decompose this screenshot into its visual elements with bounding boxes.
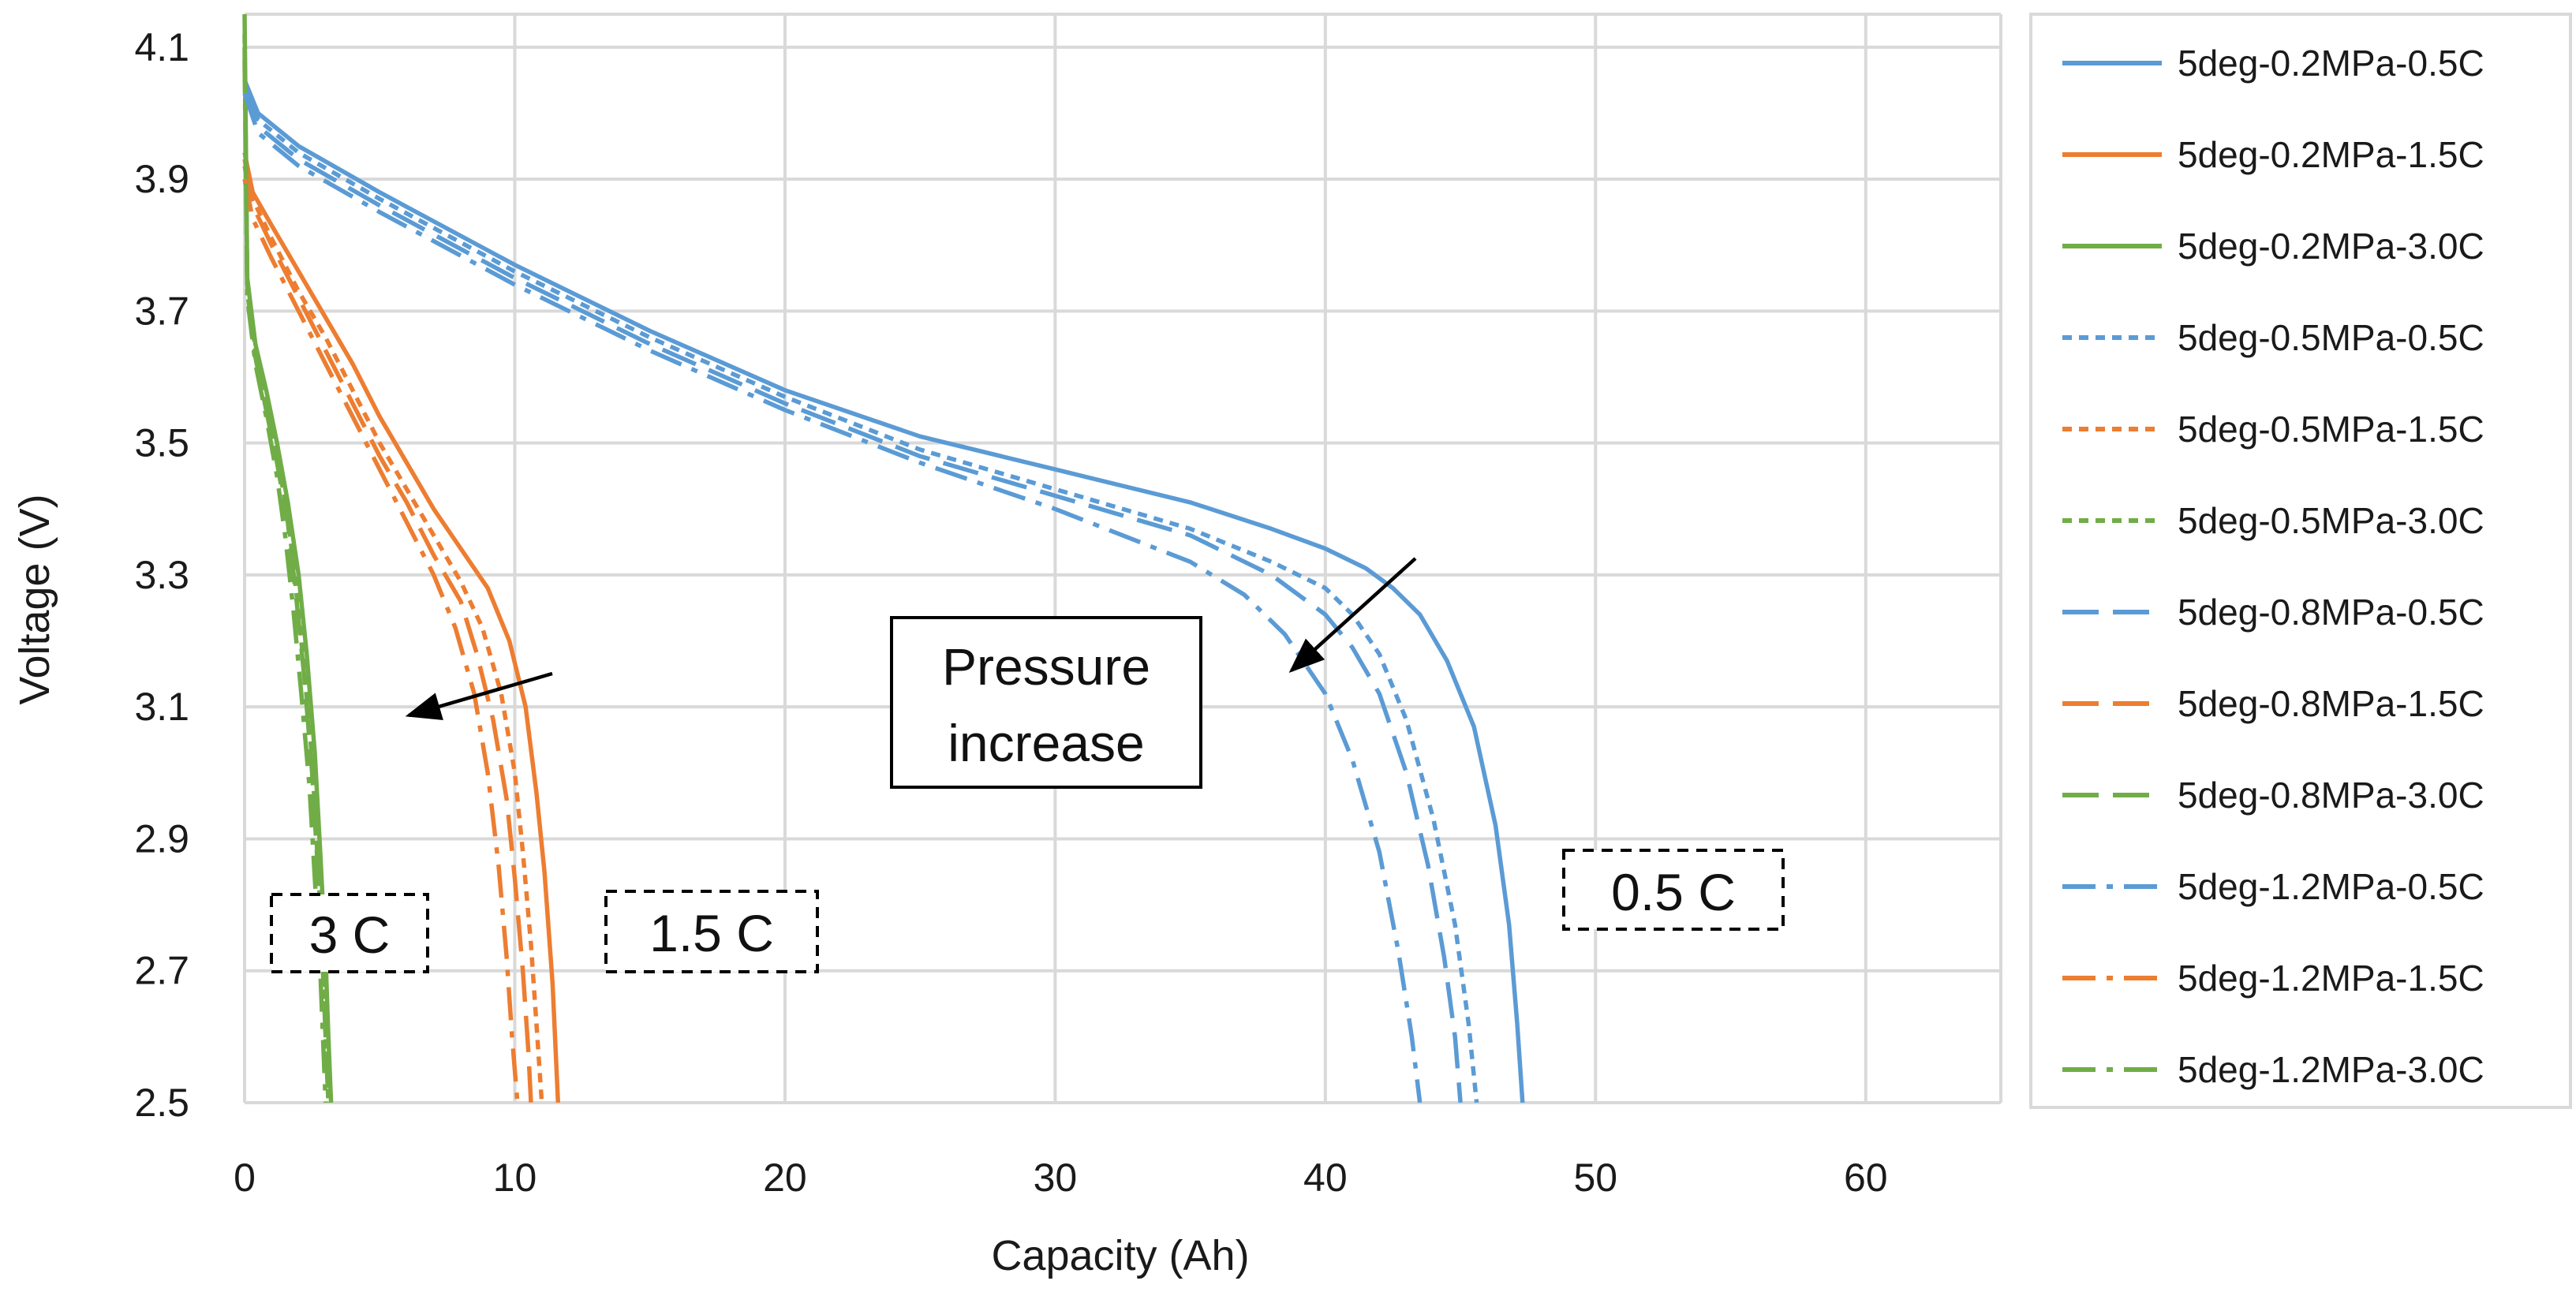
legend-label: 5deg-0.2MPa-1.5C [2178,134,2484,175]
series-layer [242,14,1525,1103]
rate-3c-label: 3 C [309,906,391,964]
series-line-5deg-0.2MPa-0.5C [242,79,1525,1103]
x-tick-label: 10 [493,1156,537,1200]
x-tick-label: 30 [1034,1156,1078,1200]
y-tick-label: 2.9 [134,816,189,861]
x-axis-title: Capacity (Ah) [991,1232,1249,1279]
legend-label: 5deg-1.2MPa-3.0C [2178,1049,2484,1090]
legend: 5deg-0.2MPa-0.5C 5deg-0.2MPa-1.5C 5deg-0.2… [2062,43,2484,1090]
y-tick-label: 3.7 [134,289,189,333]
series-line-5deg-0.5MPa-1.5C [242,159,544,1103]
y-tick-label: 2.5 [134,1081,189,1125]
y-tick-label: 3.1 [134,685,189,729]
series-line-5deg-1.2MPa-1.5C [242,178,520,1103]
x-tick-label: 40 [1303,1156,1348,1200]
legend-label: 5deg-0.2MPa-0.5C [2178,43,2484,84]
legend-label: 5deg-0.5MPa-3.0C [2178,500,2484,541]
series-line-5deg-1.2MPa-0.5C [242,92,1423,1103]
series-line-5deg-0.2MPa-1.5C [242,152,561,1103]
y-axis-title: Voltage (V) [11,494,58,704]
pressure-arrow-left [405,671,553,720]
x-axis-ticks: 0 10 20 30 40 50 60 [234,1156,1887,1200]
rate-05c-label: 0.5 C [1611,863,1736,921]
legend-label: 5deg-0.8MPa-0.5C [2178,592,2484,633]
y-tick-label: 3.3 [134,553,189,597]
legend-label: 5deg-1.2MPa-1.5C [2178,958,2484,999]
series-group [242,14,1525,1103]
x-tick-label: 20 [763,1156,807,1200]
legend-label: 5deg-0.2MPa-3.0C [2178,226,2484,267]
legend-label: 5deg-1.2MPa-0.5C [2178,866,2484,907]
x-tick-label: 0 [234,1156,256,1200]
y-tick-label: 4.1 [134,25,189,69]
legend-label: 5deg-0.8MPa-3.0C [2178,775,2484,816]
series-line-5deg-0.8MPa-1.5C [242,165,533,1103]
rate-3c-box [270,893,429,973]
legend-label: 5deg-0.5MPa-1.5C [2178,409,2484,450]
grid-lines [243,13,2002,1104]
legend-label: 5deg-0.5MPa-0.5C [2178,317,2484,358]
y-tick-label: 3.5 [134,421,189,465]
pressure-increase-box [890,616,1202,789]
x-tick-label: 50 [1573,1156,1617,1200]
pressure-label-line1: Pressure [942,637,1150,696]
y-tick-label: 2.7 [134,949,189,993]
y-tick-label: 3.9 [134,157,189,201]
rate-05c-box [1562,849,1785,931]
series-line-5deg-0.8MPa-0.5C [242,86,1463,1103]
series-line-5deg-0.5MPa-0.5C [242,79,1479,1103]
y-axis-ticks: 2.5 2.7 2.9 3.1 3.3 3.5 3.7 3.9 4.1 [134,25,189,1125]
legend-label: 5deg-0.8MPa-1.5C [2178,683,2484,724]
rate-15c-box [604,890,819,973]
legend-box [2029,13,2572,1109]
rate-15c-label: 1.5 C [649,904,774,962]
pressure-label-line2: increase [948,714,1144,772]
pressure-arrow-right [1288,557,1417,674]
x-tick-label: 60 [1844,1156,1888,1200]
